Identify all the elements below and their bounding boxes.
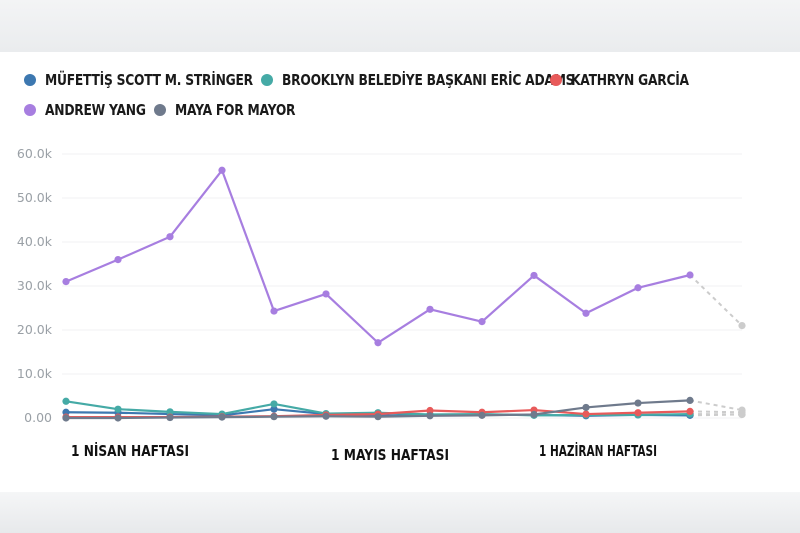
legend-swatch-adams [261, 74, 273, 86]
data-point-andrew-yang [270, 307, 278, 315]
legend-swatch-garcia [550, 74, 562, 86]
x-tick-label: 1 MAYIS HAFTASI [331, 446, 449, 464]
legend-label-maya: MAYA FOR MAYOR [175, 101, 296, 119]
data-point-maya-for-mayor [478, 411, 486, 419]
data-point-kathryn-garcia [582, 410, 590, 418]
data-point-maya-for-mayor [166, 413, 174, 422]
legend-swatch-stringer [24, 74, 36, 86]
series-line-andrew-yang [65, 169, 691, 344]
data-point-kathryn-garcia [634, 409, 642, 417]
data-point-brooklyn-belediye-ba-kan-eric-adams [166, 408, 174, 416]
data-point-maya-for-mayor [270, 413, 278, 421]
data-point-brooklyn-belediye-ba-kan-eric-adams [62, 397, 70, 405]
data-point-brooklyn-belediye-ba-kan-eric-adams [270, 400, 278, 408]
data-point-maya-for-mayor [218, 413, 226, 421]
data-point-kathryn-garcia [426, 406, 434, 415]
data-point-andrew-yang [218, 166, 226, 174]
data-point-andrew-yang [530, 271, 538, 280]
y-tick-label: 0.00 [24, 410, 52, 425]
data-point-andrew-yang [62, 278, 70, 286]
y-tick-label: 20.0k [17, 322, 53, 337]
legend-swatch-maya [154, 104, 166, 116]
y-tick-label: 40.0k [17, 234, 53, 249]
legend-item-adams[interactable]: BROOKLYN BELEDİYE BAŞKANI ERİC ADAMS [261, 68, 638, 92]
data-point-andrew-yang [582, 309, 590, 317]
legend-item-stringer[interactable]: MÜFETTİŞ SCOTT M. STRİNGER [24, 68, 299, 92]
series-projection-maya-for-mayor [689, 399, 743, 412]
y-tick-label: 60.0k [17, 146, 53, 161]
projected-point-andrew-yang [738, 322, 746, 330]
data-point-maya-for-mayor [426, 412, 434, 420]
series-projection-kathryn-garcia [689, 410, 743, 414]
data-point-m-fetti-scott-m-stringer [270, 405, 278, 413]
series-projection-andrew-yang [689, 274, 743, 327]
x-tick-label: 1 HAZİRAN HAFTASI [539, 441, 657, 460]
background-bottom-blur [0, 492, 800, 533]
legend-label-stringer: MÜFETTİŞ SCOTT M. STRİNGER [45, 71, 253, 89]
data-point-andrew-yang [426, 305, 434, 313]
chart-legend: MÜFETTİŞ SCOTT M. STRİNGER BROOKLYN BELE… [24, 66, 724, 126]
data-point-andrew-yang [686, 271, 694, 279]
data-point-andrew-yang [374, 339, 382, 347]
legend-swatch-yang [24, 104, 36, 116]
data-point-maya-for-mayor [582, 403, 590, 412]
projected-point-maya-for-mayor [738, 406, 746, 414]
background-top-blur [0, 0, 800, 58]
data-point-brooklyn-belediye-ba-kan-eric-adams [114, 405, 122, 413]
legend-label-adams: BROOKLYN BELEDİYE BAŞKANI ERİC ADAMS [282, 71, 575, 89]
y-tick-label: 30.0k [17, 278, 53, 293]
data-point-andrew-yang [478, 318, 486, 326]
data-point-maya-for-mayor [374, 413, 382, 421]
y-tick-label: 50.0k [17, 190, 53, 205]
data-point-andrew-yang [166, 233, 174, 241]
data-point-kathryn-garcia [686, 407, 694, 415]
y-tick-label: 10.0k [17, 366, 53, 381]
legend-item-maya[interactable]: MAYA FOR MAYOR [154, 98, 322, 122]
data-point-andrew-yang [322, 290, 330, 298]
data-point-maya-for-mayor [530, 410, 538, 419]
x-tick-label: 1 NİSAN HAFTASI [71, 441, 189, 460]
data-point-maya-for-mayor [322, 412, 330, 420]
legend-label-yang: ANDREW YANG [45, 101, 146, 119]
legend-item-yang[interactable]: ANDREW YANG [24, 98, 168, 122]
data-point-maya-for-mayor [62, 414, 70, 422]
data-point-andrew-yang [634, 284, 642, 292]
data-point-maya-for-mayor [114, 414, 122, 422]
data-point-maya-for-mayor [634, 399, 642, 407]
data-point-maya-for-mayor [686, 396, 694, 404]
data-point-andrew-yang [114, 256, 122, 264]
legend-item-garcia[interactable]: KATHRYN GARCİA [550, 68, 715, 92]
legend-label-garcia: KATHRYN GARCİA [571, 71, 689, 89]
